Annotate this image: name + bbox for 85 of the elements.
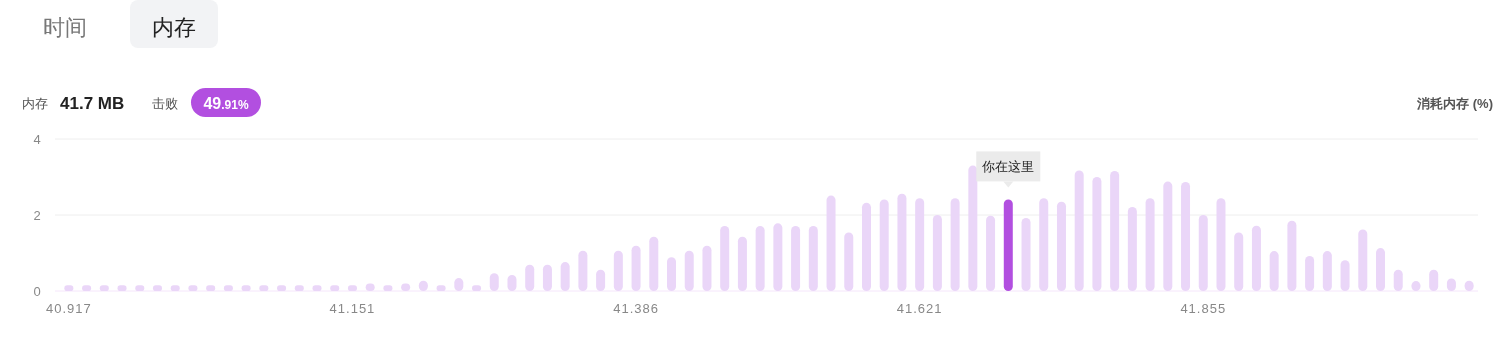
bar <box>135 285 145 291</box>
bar <box>294 285 304 291</box>
bar <box>1110 170 1120 291</box>
x-tick-label: 40.917 <box>45 301 92 316</box>
x-tick-label: 41.621 <box>896 301 943 316</box>
bar <box>932 215 942 291</box>
bar <box>64 285 74 291</box>
annotation: 你在这里 <box>981 159 1035 175</box>
x-tick-label: 41.151 <box>329 301 376 316</box>
bar <box>99 285 109 291</box>
bar <box>1305 256 1315 291</box>
bar <box>277 285 287 291</box>
bar <box>755 226 765 291</box>
bar <box>1074 170 1084 291</box>
bar <box>861 202 871 291</box>
bar <box>1021 218 1031 291</box>
bar <box>649 236 659 291</box>
bar <box>844 232 854 291</box>
bar <box>1056 201 1066 291</box>
bar <box>1234 232 1244 291</box>
bar <box>223 285 233 291</box>
y-tick-label: 2 <box>33 208 41 223</box>
bar <box>702 245 712 291</box>
text: 41.7 MB <box>60 94 125 113</box>
tooltip-callout: 你在这里 <box>976 151 1041 188</box>
bar <box>330 285 340 291</box>
bar <box>968 165 978 291</box>
bar <box>897 193 907 291</box>
bar <box>170 285 180 291</box>
bar <box>826 195 836 291</box>
bar <box>879 199 889 291</box>
bar <box>1003 199 1013 291</box>
bar <box>667 257 677 291</box>
bar <box>950 198 960 291</box>
bar <box>347 285 357 291</box>
bar <box>1376 248 1386 291</box>
bar <box>525 264 535 291</box>
bar <box>1163 181 1173 291</box>
bar <box>152 285 162 291</box>
bar <box>1216 198 1226 291</box>
bar <box>1092 177 1102 291</box>
bar <box>1287 220 1297 291</box>
bar <box>241 285 251 291</box>
bar <box>206 285 216 291</box>
bar <box>915 198 925 291</box>
x-tick-label: 41.386 <box>613 301 659 316</box>
bar <box>560 262 570 291</box>
text: 内存 <box>152 15 196 40</box>
bar <box>1340 260 1350 291</box>
bar <box>542 264 552 291</box>
bar <box>1181 181 1191 291</box>
text: 击败 <box>152 96 178 111</box>
bar <box>631 245 641 291</box>
bar <box>1127 207 1137 291</box>
bar <box>1429 269 1439 291</box>
bar <box>737 236 747 291</box>
y-tick-label: 0 <box>33 284 41 299</box>
bar <box>684 250 694 291</box>
bar <box>259 285 269 291</box>
bar <box>1198 215 1208 291</box>
bar <box>383 285 393 291</box>
bar <box>1322 251 1332 291</box>
bar <box>773 223 783 291</box>
bar <box>808 226 818 291</box>
bar <box>613 250 623 291</box>
y-tick-label: 4 <box>33 132 41 147</box>
bar <box>489 273 499 291</box>
bar <box>1251 225 1261 291</box>
bar <box>1393 269 1403 291</box>
text: 内存 <box>22 96 48 111</box>
bar <box>720 226 730 291</box>
text: 时间 <box>43 15 87 40</box>
bar <box>1269 251 1279 291</box>
bar <box>1039 198 1049 291</box>
bar <box>578 250 588 291</box>
y-axis-title: 消耗内存 (%) <box>1416 96 1493 111</box>
text: 49.91% <box>203 95 249 112</box>
x-tick-label: 41.855 <box>1180 301 1227 316</box>
bar <box>1358 229 1368 291</box>
bar <box>1145 198 1155 291</box>
bar <box>472 285 482 291</box>
bar <box>596 269 606 291</box>
bar <box>82 285 92 291</box>
bar <box>986 215 996 291</box>
bar <box>791 226 801 291</box>
